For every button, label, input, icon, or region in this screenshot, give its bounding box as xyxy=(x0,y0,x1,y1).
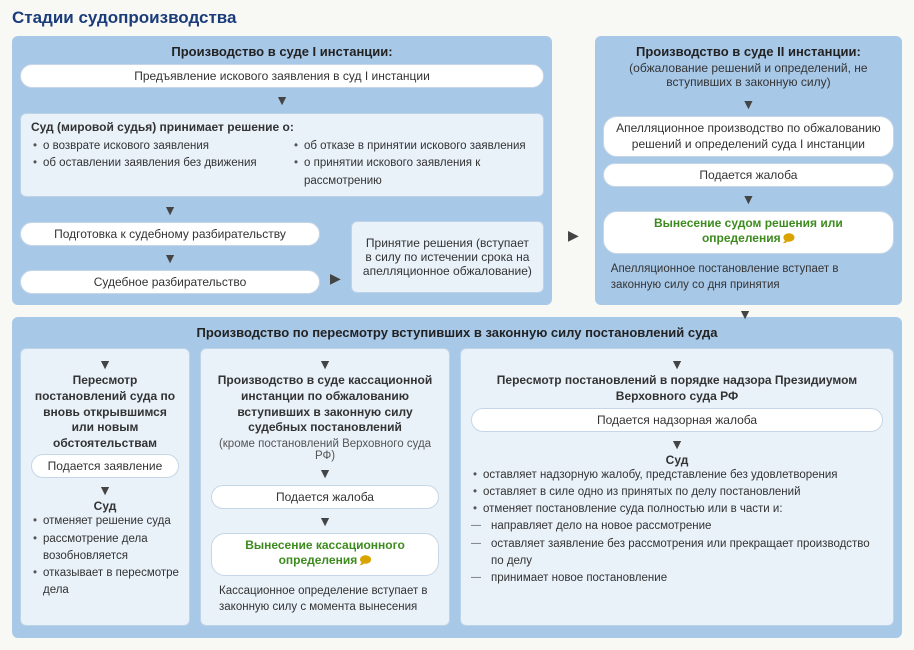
box-court-decision: Суд (мировой судья) принимает решение о:… xyxy=(20,113,544,197)
c2-plain: Кассационное определение вступает в зако… xyxy=(211,579,439,619)
list-item: оставляет заявление без рассмотрения или… xyxy=(471,536,883,571)
list-item: оставляет надзорную жалобу, представлени… xyxy=(471,467,883,484)
pill-complaint: Подается жалоба xyxy=(603,163,894,187)
list-item: о принятии искового заявления к рассмотр… xyxy=(292,155,533,190)
c3-box-title: Суд xyxy=(471,453,883,467)
arrow-icon: ▼ xyxy=(211,466,439,480)
c2-title: Производство в суде кассационной инстанц… xyxy=(211,373,439,435)
col-cassation: ▼ Производство в суде кассационной инста… xyxy=(200,348,450,626)
box1-title: Суд (мировой судья) принимает решение о: xyxy=(31,120,533,134)
panel2-title: Производство в суде II инстанции: xyxy=(603,44,894,59)
list-item: отменяет постановление суда полностью ил… xyxy=(471,501,883,518)
list-item: оставляет в силе одно из принятых по дел… xyxy=(471,484,883,501)
c1-title: Пересмотр постановлений суда по вновь от… xyxy=(31,373,179,451)
list-item: о возврате искового заявления xyxy=(31,138,272,155)
list-item: принимает новое постановление xyxy=(471,570,883,587)
arrow-icon: ▼ xyxy=(20,251,320,265)
arrow-icon: ▼ xyxy=(211,514,439,528)
arrow-icon: ▼ xyxy=(603,97,894,111)
list-item: отменяет решение суда xyxy=(31,513,179,530)
arrow-icon: ▶ xyxy=(566,227,581,244)
arrow-icon: ▼ xyxy=(471,357,883,371)
pill-ruling: Вынесение судом решения или определения🗩 xyxy=(603,211,894,254)
c3-list: оставляет надзорную жалобу, представлени… xyxy=(471,467,883,588)
pill-application: Подается заявление xyxy=(31,454,179,478)
arrow-icon: ▼ xyxy=(603,192,894,206)
page-title: Стадии судопроизводства xyxy=(12,8,902,28)
panel2-subtitle: (обжалование решений и определений, не в… xyxy=(603,61,894,89)
box2-text: Принятие решения (вступает в силу по ист… xyxy=(362,236,533,278)
arrow-icon: ▼ xyxy=(20,203,320,217)
list-item: отказывает в пересмотре дела xyxy=(31,565,179,600)
box1-right-list: об отказе в принятии искового заявления … xyxy=(292,138,533,190)
pill-cassation-ruling: Вынесение кассационного определения🗩 xyxy=(211,533,439,576)
arrow-icon: ▼ xyxy=(31,483,179,497)
pill-claim: Предъявление искового заявления в суд I … xyxy=(20,64,544,88)
arrow-icon: ▶ xyxy=(328,270,343,297)
panel-second-instance: Производство в суде II инстанции: (обжал… xyxy=(595,36,902,305)
pill-appeal: Апелляционное производство по обжаловани… xyxy=(603,116,894,157)
note-icon: 🗩 xyxy=(359,555,371,567)
c1-box-title: Суд xyxy=(31,499,179,513)
col-new-circumstances: ▼ Пересмотр постановлений суда по вновь … xyxy=(20,348,190,626)
plain-note: Апелляционное постановление вступает в з… xyxy=(603,257,894,297)
pill-preparation: Подготовка к судебному разбирательству xyxy=(20,222,320,246)
pill-hearing: Судебное разбирательство xyxy=(20,270,320,294)
panel1-title: Производство в суде I инстанции: xyxy=(20,44,544,59)
pill-supervision-complaint: Подается надзорная жалоба xyxy=(471,408,883,432)
list-item: об оставлении заявления без движения xyxy=(31,155,272,172)
top-row: Производство в суде I инстанции: Предъяв… xyxy=(12,36,902,305)
arrow-icon: ▼ xyxy=(20,93,544,107)
arrow-icon: ▼ xyxy=(471,437,883,451)
list-item: об отказе в принятии искового заявления xyxy=(292,138,533,155)
col-supervision: ▼ Пересмотр постановлений в порядке надз… xyxy=(460,348,894,626)
panel3-title: Производство по пересмотру вступивших в … xyxy=(20,325,894,340)
c1-list: отменяет решение суда рассмотрение дела … xyxy=(31,513,179,599)
arrow-icon: ▼ xyxy=(211,357,439,371)
box-verdict: Принятие решения (вступает в силу по ист… xyxy=(351,221,544,293)
note-icon: 🗩 xyxy=(783,233,795,245)
pill-cassation-complaint: Подается жалоба xyxy=(211,485,439,509)
list-item: направляет дело на новое рассмотрение xyxy=(471,518,883,535)
panel-review: Производство по пересмотру вступивших в … xyxy=(12,317,902,638)
panel-first-instance: Производство в суде I инстанции: Предъяв… xyxy=(12,36,552,305)
c3-title: Пересмотр постановлений в порядке надзор… xyxy=(471,373,883,404)
list-item: рассмотрение дела возобновляется xyxy=(31,531,179,566)
box1-left-list: о возврате искового заявления об оставле… xyxy=(31,138,272,190)
c2-caption: (кроме постановлений Верховного суда РФ) xyxy=(211,438,439,462)
arrow-icon: ▼ xyxy=(31,357,179,371)
